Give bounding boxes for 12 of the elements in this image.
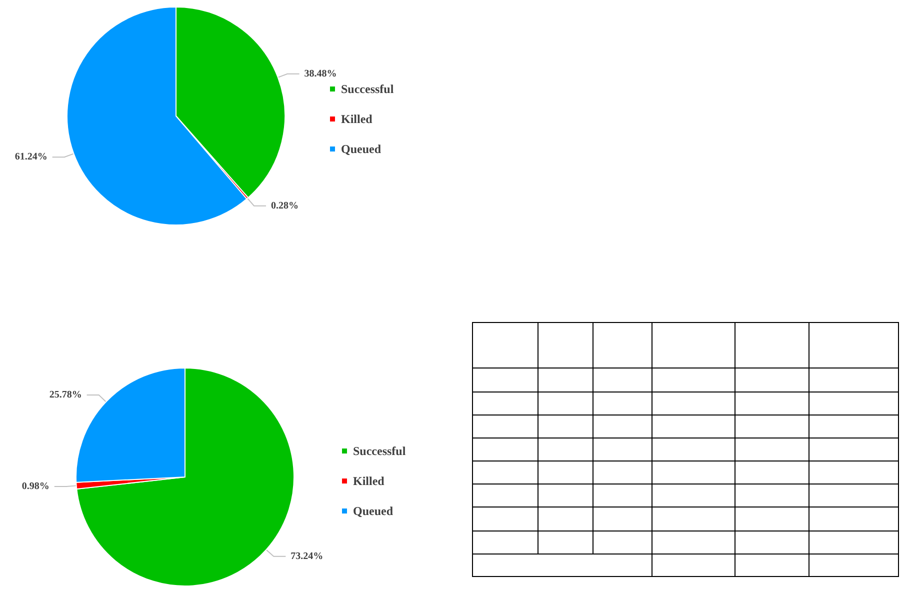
data-label: 0.28% xyxy=(271,200,299,212)
legend-label: Queued xyxy=(353,504,394,518)
data-label: 25.78% xyxy=(49,389,82,400)
legend-label: Successful xyxy=(341,82,394,96)
data-label: 61.24% xyxy=(14,152,48,163)
legend-label: Successful xyxy=(353,444,406,458)
data-label: 73.24% xyxy=(290,550,324,562)
data-label: 38.48% xyxy=(304,68,337,80)
legend-label: Killed xyxy=(341,112,373,126)
legend-label: Killed xyxy=(353,474,385,488)
data-label: 0.98% xyxy=(22,480,50,492)
legend-label: Queued xyxy=(341,142,382,156)
